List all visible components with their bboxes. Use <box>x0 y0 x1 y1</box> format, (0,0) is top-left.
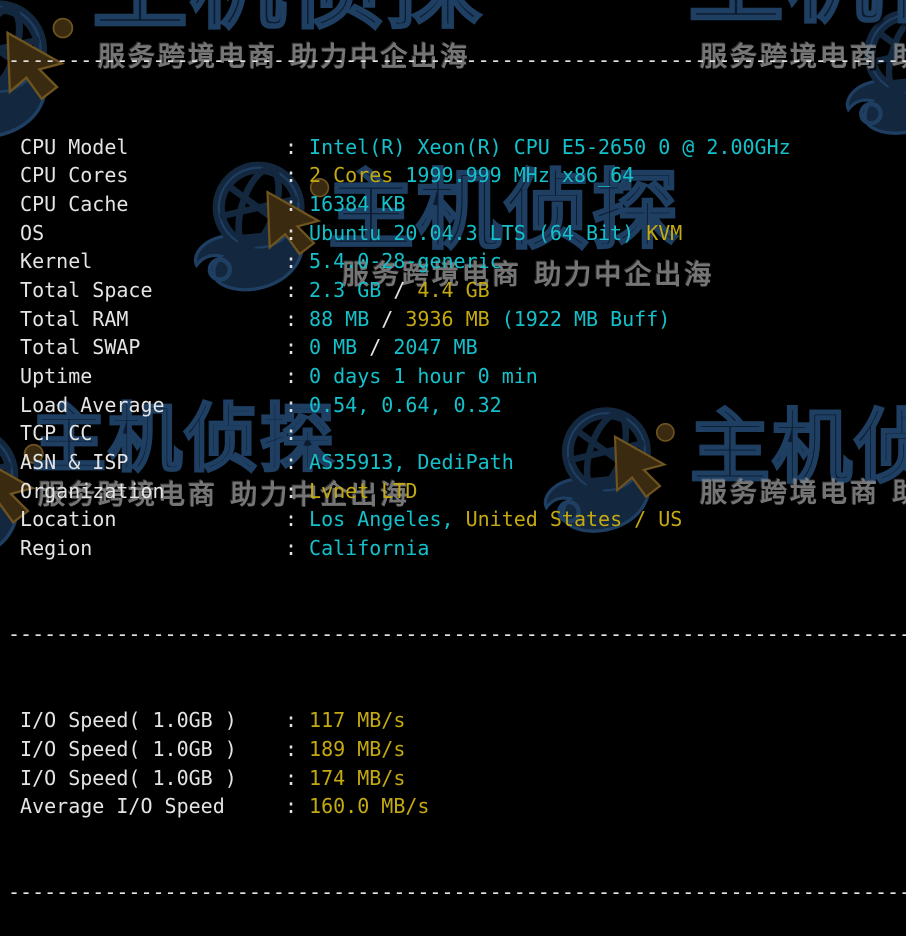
row-label: Total Space : <box>8 277 310 302</box>
row-label: Load Average : <box>8 392 310 417</box>
row-label: I/O Speed( 1.0GB ) : <box>8 737 310 761</box>
row-value-segment: / <box>381 277 418 302</box>
row-kernel: Kernel : 5.4.0-28-generic <box>8 247 906 276</box>
row-cpu-cache: CPU Cache : 16384 KB <box>8 190 906 219</box>
row-asn-isp: ASN & ISP : AS35913, DediPath <box>8 448 906 477</box>
row-cpu-model: CPU Model : Intel(R) Xeon(R) CPU E5-2650… <box>8 133 906 162</box>
row-value-segment: 0.54, 0.64, 0.32 <box>309 392 502 417</box>
row-value-segment: 88 MB <box>309 306 370 331</box>
row-value-segment: California <box>309 536 430 561</box>
row-i-o-speed-1-0gb: I/O Speed( 1.0GB ) : 189 MB/s <box>8 735 906 764</box>
row-label: ASN & ISP : <box>8 450 310 475</box>
row-value-segment: 2.3 GB <box>309 277 382 302</box>
row-label: Total SWAP : <box>8 335 310 360</box>
system-info-section: CPU Model : Intel(R) Xeon(R) CPU E5-2650… <box>8 133 906 563</box>
row-organization: Organization : Lvnet LTD <box>8 477 906 506</box>
row-value-segment: 189 MB/s <box>309 737 406 761</box>
row-label: Total RAM : <box>8 306 310 331</box>
row-average-i-o-speed: Average I/O Speed : 160.0 MB/s <box>8 792 906 821</box>
row-value-segment: 174 MB/s <box>309 765 406 790</box>
row-region: Region : California <box>8 534 906 563</box>
row-value-segment: 117 MB/s <box>309 708 406 733</box>
row-label: Uptime : <box>8 364 310 388</box>
row-load-average: Load Average : 0.54, 0.64, 0.32 <box>8 391 906 420</box>
io-speed-section: I/O Speed( 1.0GB ) : 117 MB/s I/O Speed(… <box>8 706 906 821</box>
row-value-segment: United States / US <box>465 507 683 532</box>
row-value-segment: KVM <box>646 220 683 245</box>
row-i-o-speed-1-0gb: I/O Speed( 1.0GB ) : 117 MB/s <box>8 706 906 735</box>
row-value-segment: 2047 MB <box>393 335 478 360</box>
row-value-segment: 160.0 MB/s <box>309 794 430 819</box>
row-label: I/O Speed( 1.0GB ) : <box>8 708 310 733</box>
row-label: CPU Cores : <box>8 163 310 188</box>
row-value-segment: (1922 MB Buff) <box>489 306 671 331</box>
row-value-segment: / <box>369 306 406 331</box>
row-label: Kernel : <box>8 249 310 274</box>
row-label: TCP CC : <box>8 421 310 446</box>
row-os: OS : Ubuntu 20.04.3 LTS (64 Bit) KVM <box>8 219 906 248</box>
row-value-segment: Lvnet LTD <box>309 478 418 503</box>
row-location: Location : Los Angeles, United States / … <box>8 505 906 534</box>
row-label: Location : <box>8 507 310 532</box>
row-value-segment: 0 days 1 hour 0 min <box>309 364 538 388</box>
row-value-segment: / <box>357 335 394 360</box>
row-label: CPU Cache : <box>8 191 310 216</box>
row-value-segment: Ubuntu 20.04.3 LTS (64 Bit) <box>309 220 647 245</box>
row-label: I/O Speed( 1.0GB ) : <box>8 765 310 790</box>
row-cpu-cores: CPU Cores : 2 Cores 1999.999 MHz x86_64 <box>8 161 906 190</box>
row-value-segment: 3936 MB <box>405 306 490 331</box>
row-value-segment: 16384 KB <box>309 191 406 216</box>
row-uptime: Uptime : 0 days 1 hour 0 min <box>8 362 906 391</box>
row-value-segment: Intel(R) Xeon(R) CPU E5-2650 0 @ 2.00GHz <box>309 134 791 159</box>
row-total-space: Total Space : 2.3 GB / 4.4 GB <box>8 276 906 305</box>
row-label: Region : <box>8 536 310 561</box>
row-label: Average I/O Speed : <box>8 794 310 819</box>
row-tcp-cc: TCP CC : <box>8 419 906 448</box>
row-value-segment: AS35913, DediPath <box>309 450 514 475</box>
row-value-segment: 0 MB <box>309 335 358 360</box>
row-value-segment: 4.4 GB <box>417 277 490 302</box>
row-label: CPU Model : <box>8 134 310 159</box>
row-value-segment: 1999.999 MHz x86_64 <box>393 163 635 188</box>
row-total-ram: Total RAM : 88 MB / 3936 MB (1922 MB Buf… <box>8 305 906 334</box>
row-total-swap: Total SWAP : 0 MB / 2047 MB <box>8 333 906 362</box>
separator-bottom: ----------------------------------------… <box>8 880 906 905</box>
row-label: OS : <box>8 220 310 245</box>
row-value-segment: Los Angeles, <box>309 507 466 532</box>
row-value-segment: 5.4.0-28-generic <box>309 249 502 274</box>
separator-top: ----------------------------------------… <box>8 48 906 73</box>
row-label: Organization : <box>8 478 310 503</box>
row-value-segment: 2 Cores <box>309 163 394 188</box>
terminal-output: ----------------------------------------… <box>8 48 906 904</box>
separator-middle: ----------------------------------------… <box>8 622 906 647</box>
row-i-o-speed-1-0gb: I/O Speed( 1.0GB ) : 174 MB/s <box>8 764 906 793</box>
